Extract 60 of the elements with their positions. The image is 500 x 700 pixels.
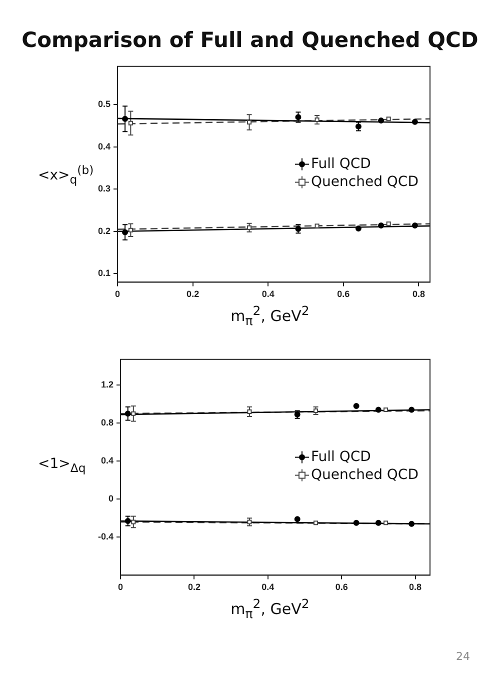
point (295, 114, 302, 120)
x-tick-label: 0.2 (188, 582, 200, 592)
point (124, 410, 131, 417)
point (314, 520, 318, 526)
point (128, 228, 133, 232)
x-tick-label: 0 (115, 289, 120, 300)
point (378, 118, 384, 124)
point (128, 120, 133, 126)
point (353, 520, 360, 526)
y-tick-label: 0.4 (98, 141, 111, 152)
point (314, 224, 320, 228)
point (408, 520, 415, 527)
point (355, 225, 362, 232)
point (375, 520, 382, 526)
y-tick-label: 0.8 (100, 418, 114, 428)
y-tick-label: 0.4 (100, 456, 114, 466)
x-tick-label: 0.4 (262, 582, 274, 592)
x-axis-title: m$_{π}$$^{2}$, GeV$^{2}$ (230, 596, 310, 623)
point (131, 411, 136, 416)
point (124, 518, 131, 524)
y-tick-label: 1.2 (100, 380, 114, 390)
x-axis-title: m$_{π}$$^{2}$, GeV$^{2}$ (230, 303, 310, 330)
point (386, 116, 391, 122)
point (247, 409, 252, 414)
point (247, 225, 252, 230)
y-tick-label: -0.4 (98, 532, 114, 542)
chart-title: Comparison of Full and Quenched QCD (20, 27, 480, 54)
text: 24 (456, 650, 470, 663)
point (122, 116, 128, 122)
y-tick-label: 0.2 (98, 226, 111, 236)
x-tick-label: 0.6 (337, 289, 350, 300)
point (378, 222, 384, 228)
x-tick-label: 0 (118, 582, 124, 592)
y-tick-label: 0.3 (98, 184, 111, 194)
y-tick-label: 0.1 (98, 268, 111, 278)
x-tick-label: 0.2 (186, 289, 200, 300)
point (353, 402, 360, 409)
point (412, 118, 418, 125)
legend-label: Full QCD (311, 156, 371, 172)
y-tick-label: 0 (108, 494, 114, 504)
point (375, 406, 382, 413)
point (384, 408, 388, 412)
x-tick-label: 0.4 (262, 289, 274, 300)
point (247, 120, 252, 125)
legend-label: Quenched QCD (311, 174, 418, 190)
y-tick-label: 0.5 (98, 98, 111, 109)
point (384, 520, 388, 526)
x-tick-label: 0.6 (335, 582, 348, 592)
x-tick-label: 0.8 (412, 289, 425, 300)
point (412, 222, 418, 228)
legend-label: Quenched QCD (311, 466, 418, 483)
point (122, 229, 128, 236)
x-tick-label: 0.8 (409, 582, 422, 592)
point (314, 117, 320, 122)
point (131, 520, 136, 524)
y-axis-title: <1>$_{Δq}$ (38, 456, 86, 475)
point (386, 222, 391, 226)
legend-label: Full QCD (311, 448, 371, 465)
point (294, 516, 300, 522)
point (408, 406, 415, 413)
